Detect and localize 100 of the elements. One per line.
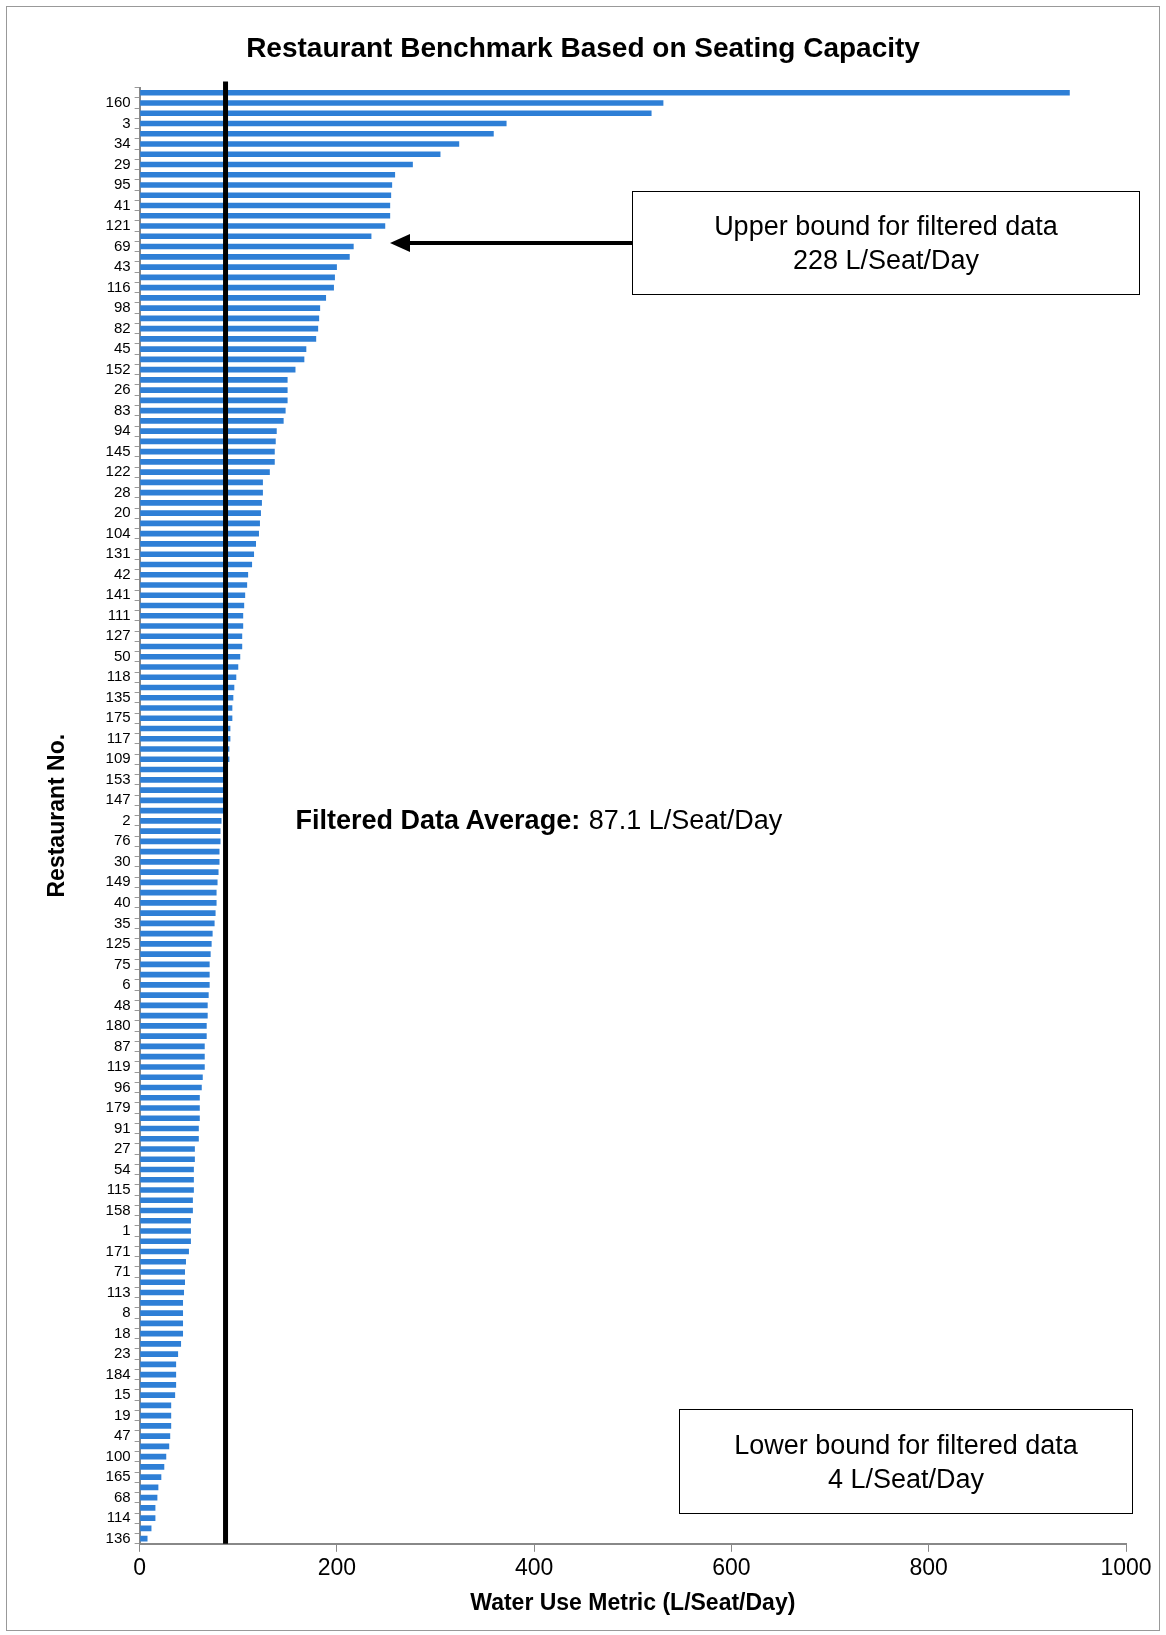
y-tick-label: 41 — [113, 195, 131, 213]
y-tick-label: 111 — [107, 605, 131, 623]
y-tick-label: 18 — [113, 1323, 131, 1341]
bar — [140, 705, 233, 711]
annotation: Upper bound for filtered data 228 L/Seat/Day — [714, 210, 1058, 277]
ref-line-label: Filtered Data Average: 87.1 L/Seat/Day — [295, 804, 783, 835]
y-tick-label: 175 — [105, 708, 131, 726]
bar — [140, 336, 317, 342]
bar — [140, 1187, 194, 1193]
bar — [140, 1176, 194, 1183]
bar — [140, 756, 230, 763]
y-tick-label: 100 — [105, 1446, 131, 1464]
bar — [140, 253, 350, 260]
y-tick-label: 28 — [113, 482, 131, 500]
bar — [140, 982, 210, 988]
y-tick-label: 27 — [113, 1139, 131, 1157]
bar — [140, 1341, 182, 1347]
bar — [140, 633, 243, 640]
bar — [140, 418, 284, 424]
y-tick-label: 125 — [105, 934, 131, 952]
bar — [140, 1228, 191, 1234]
y-tick-label: 94 — [113, 421, 131, 439]
bar — [140, 223, 386, 229]
y-tick-label: 19 — [113, 1405, 131, 1423]
y-tick-label: 76 — [113, 831, 131, 849]
bar — [140, 1535, 148, 1542]
bar — [140, 1433, 171, 1439]
bar — [140, 428, 277, 434]
bar — [140, 1505, 156, 1511]
y-tick-label: 3 — [122, 113, 131, 131]
bar — [140, 151, 441, 158]
bar — [140, 1299, 184, 1306]
bar — [140, 1197, 193, 1204]
y-tick-label: 68 — [113, 1487, 131, 1505]
y-tick-label: 48 — [113, 995, 131, 1013]
bar — [140, 1474, 162, 1480]
bar — [140, 469, 270, 475]
bar — [140, 387, 288, 393]
y-tick-label: 54 — [113, 1159, 131, 1177]
bar — [140, 1269, 185, 1275]
bar — [140, 551, 255, 558]
bar — [140, 110, 652, 117]
bar — [140, 941, 212, 947]
bar — [140, 1464, 165, 1470]
y-tick-label: 104 — [105, 523, 131, 541]
bar — [140, 910, 216, 916]
y-tick-label: 75 — [113, 954, 131, 972]
bar — [140, 1023, 207, 1029]
bar — [140, 582, 248, 588]
bar — [140, 797, 225, 804]
bar — [140, 100, 664, 106]
y-tick-label: 127 — [105, 626, 131, 644]
y-tick-label: 26 — [113, 380, 131, 398]
bar — [140, 1033, 207, 1039]
bar — [140, 233, 372, 240]
bar — [140, 818, 222, 824]
x-tick-label: 200 — [317, 1553, 357, 1580]
y-tick-label: 91 — [113, 1118, 131, 1136]
bar — [140, 500, 262, 506]
bar — [140, 1156, 195, 1163]
bar — [140, 664, 239, 670]
y-tick-label: 2 — [122, 810, 131, 828]
y-tick-label: 15 — [113, 1385, 131, 1403]
bar — [140, 1238, 191, 1245]
y-tick-label: 45 — [113, 339, 131, 357]
bar — [140, 1258, 186, 1265]
bar — [140, 274, 335, 281]
y-tick-label: 40 — [113, 893, 131, 911]
y-tick-label: 119 — [106, 1057, 131, 1075]
bar — [140, 264, 337, 270]
x-tick-label: 400 — [514, 1553, 554, 1580]
bar — [140, 776, 226, 783]
bar — [140, 1392, 176, 1398]
bar — [140, 212, 391, 219]
x-tick-label: 600 — [712, 1553, 751, 1580]
y-tick-label: 35 — [113, 913, 131, 931]
bar — [140, 1053, 205, 1060]
bar — [140, 859, 220, 865]
y-tick-label: 121 — [105, 216, 131, 234]
y-tick-label: 34 — [113, 134, 131, 152]
y-tick-label: 82 — [113, 318, 131, 336]
y-tick-label: 165 — [105, 1467, 131, 1485]
bar — [140, 623, 244, 629]
bar — [140, 510, 261, 516]
bar — [140, 1064, 205, 1070]
bar — [140, 1074, 203, 1081]
bar — [140, 1423, 172, 1429]
y-tick-label: 69 — [113, 236, 131, 254]
annotation: Lower bound for filtered data 4 L/Seat/Day — [734, 1428, 1078, 1496]
y-tick-label: 29 — [113, 154, 131, 172]
note-box: Upper bound for filtered data 228 L/Seat/Day — [632, 191, 1140, 295]
y-tick-label: 23 — [113, 1344, 131, 1362]
y-tick-label: 141 — [105, 585, 131, 603]
x-tick-label: 800 — [909, 1553, 948, 1580]
y-tick-label: 152 — [105, 359, 131, 377]
y-tick-label: 6 — [122, 975, 131, 993]
y-tick-label: 117 — [106, 728, 131, 746]
y-tick-label: 135 — [105, 687, 131, 705]
y-tick-label: 95 — [113, 175, 131, 193]
bar — [140, 571, 249, 578]
